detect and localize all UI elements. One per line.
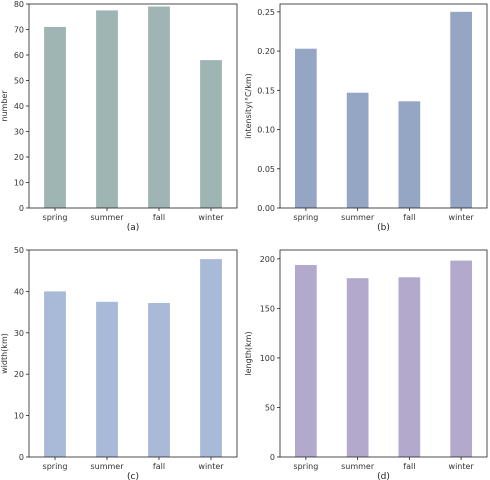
bar-fall (398, 101, 421, 208)
x-tick-label: winter (449, 462, 475, 471)
x-tick-label: winter (449, 213, 475, 222)
y-tick-label: 0.05 (257, 165, 275, 174)
y-tick-label: 80 (14, 0, 24, 9)
y-axis-label: intensity(°C/km) (244, 73, 253, 139)
plot-frame (28, 249, 238, 458)
y-tick-label: 20 (14, 370, 24, 379)
bar-winter (200, 60, 222, 208)
y-tick-label: 150 (260, 304, 275, 313)
panel-caption: (d) (377, 472, 390, 480)
bar-spring (44, 27, 66, 208)
panel-caption: (b) (377, 223, 390, 233)
y-tick-label: 50 (14, 246, 24, 255)
x-tick-label: fall (403, 462, 415, 471)
plot-frame (28, 3, 238, 209)
bar-summer (96, 10, 118, 209)
bar-winter (200, 259, 222, 457)
y-tick-label: 10 (14, 179, 24, 188)
plot-frame (279, 3, 488, 209)
y-tick-label: 60 (14, 51, 24, 60)
bar-summer (346, 278, 369, 457)
x-tick-label: spring (43, 462, 68, 471)
y-tick-label: 0.15 (257, 86, 275, 95)
y-tick-label: 40 (14, 287, 24, 296)
chart-panel-3: spring summer fall winter 0 10 20 30 40 50 width(k… (0, 246, 238, 480)
y-tick-label: 0.25 (257, 8, 275, 17)
bar-spring (295, 48, 317, 209)
plot-frame (279, 249, 488, 458)
y-tick-label: 10 (14, 412, 24, 421)
y-tick-label: 20 (14, 153, 24, 162)
y-tick-label: 30 (14, 329, 24, 338)
x-tick-label: summer (90, 213, 124, 222)
y-axis-label: number (0, 90, 9, 122)
bar-summer (346, 92, 369, 208)
x-tick-label: fall (153, 462, 165, 471)
chart-panel-4: spring summer fall winter 0 50 100 150 200 length… (244, 249, 488, 480)
y-axis-label: width(km) (0, 333, 9, 374)
x-tick-label: fall (403, 213, 415, 222)
y-tick-label: 0 (19, 453, 24, 462)
bar-summer (96, 301, 118, 458)
x-tick-label: spring (293, 462, 318, 471)
x-tick-label: summer (341, 462, 375, 471)
y-tick-label: 0.10 (257, 126, 275, 135)
y-tick-label: 70 (14, 26, 24, 35)
x-tick-label: fall (153, 213, 165, 222)
x-tick-label: summer (341, 213, 375, 222)
x-tick-label: winter (198, 213, 224, 222)
bar-fall (398, 277, 421, 457)
chart-panel-1: spring summer fall winter 0 10 20 30 40 50 60 70 80 n… (0, 0, 238, 233)
y-tick-label: 100 (260, 354, 275, 363)
x-tick-label: spring (43, 213, 68, 222)
bar-fall (148, 303, 170, 457)
panel-caption: (c) (127, 472, 139, 480)
y-tick-label: 0.00 (257, 204, 275, 213)
x-tick-label: summer (90, 462, 124, 471)
y-axis-label: length(km) (244, 331, 253, 375)
y-tick-label: 50 (14, 77, 24, 86)
chart-panel-2: spring summer fall winter 0.00 0.05 0.10 0.15 0.… (244, 3, 488, 233)
bar-winter (450, 260, 472, 457)
x-tick-label: spring (293, 213, 318, 222)
bar-spring (295, 265, 317, 457)
bar-fall (148, 6, 170, 208)
y-tick-label: 0 (19, 204, 24, 213)
y-tick-label: 0 (270, 453, 275, 462)
bar-spring (44, 291, 66, 457)
y-tick-label: 30 (14, 128, 24, 137)
panel-caption: (a) (127, 223, 140, 233)
x-tick-label: winter (198, 462, 224, 471)
y-tick-label: 0.20 (257, 47, 275, 56)
y-tick-label: 200 (260, 255, 275, 264)
y-tick-label: 50 (265, 403, 275, 412)
bar-winter (450, 11, 472, 208)
y-tick-label: 40 (14, 102, 24, 111)
